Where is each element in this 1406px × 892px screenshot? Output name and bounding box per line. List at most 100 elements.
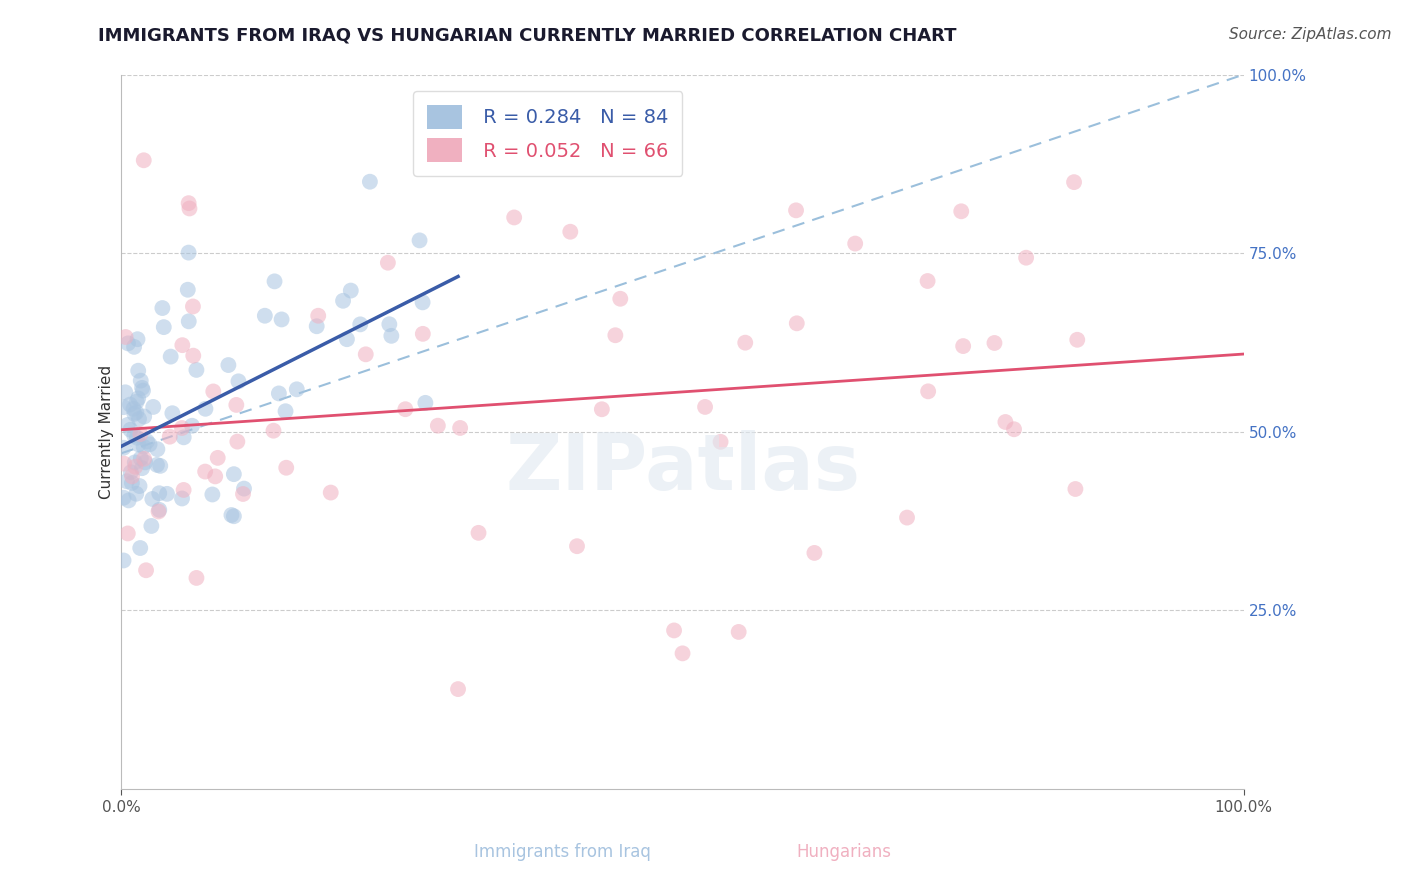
Point	[270, 312, 292, 326]
Point	[201, 487, 224, 501]
Point	[177, 245, 200, 260]
Point	[560, 225, 582, 239]
Point	[1064, 482, 1087, 496]
Point	[162, 406, 184, 420]
Point	[149, 458, 172, 473]
Point	[129, 374, 152, 388]
Point	[148, 503, 170, 517]
Y-axis label: Currently Married: Currently Married	[100, 365, 114, 499]
Point	[141, 491, 163, 506]
Point	[134, 409, 156, 424]
Point	[122, 401, 145, 416]
Point	[228, 375, 250, 389]
Point	[125, 431, 148, 445]
Point	[222, 467, 245, 482]
Point	[170, 491, 193, 506]
Point	[377, 256, 399, 270]
Point	[177, 314, 200, 328]
Point	[146, 458, 169, 472]
Point	[408, 233, 430, 247]
Point	[226, 434, 249, 449]
Point	[565, 539, 588, 553]
Point	[332, 293, 354, 308]
Point	[156, 487, 179, 501]
Point	[128, 412, 150, 426]
Point	[221, 508, 243, 522]
Point	[378, 318, 401, 332]
Point	[127, 332, 149, 346]
Point	[129, 541, 152, 555]
Point	[131, 461, 153, 475]
Point	[124, 455, 146, 469]
Point	[128, 437, 150, 451]
Point	[225, 398, 247, 412]
Point	[146, 442, 169, 457]
Point	[186, 363, 208, 377]
Point	[118, 493, 141, 508]
Point	[131, 381, 153, 395]
Point	[274, 404, 297, 418]
Point	[117, 417, 139, 432]
Point	[120, 423, 142, 437]
Point	[263, 274, 285, 288]
Point	[734, 335, 756, 350]
Point	[207, 450, 229, 465]
Point	[202, 384, 225, 399]
Point	[127, 364, 149, 378]
Point	[786, 316, 808, 330]
Point	[117, 526, 139, 541]
Point	[349, 318, 371, 332]
Point	[394, 402, 416, 417]
Point	[1066, 333, 1088, 347]
Point	[124, 459, 146, 474]
Point	[142, 400, 165, 414]
Point	[412, 326, 434, 341]
Point	[173, 430, 195, 444]
Point	[803, 546, 825, 560]
Point	[307, 309, 329, 323]
Point	[159, 430, 181, 444]
Point	[222, 509, 245, 524]
Point	[172, 338, 194, 352]
Point	[449, 421, 471, 435]
Point	[605, 328, 627, 343]
Point	[896, 510, 918, 524]
Point	[194, 401, 217, 416]
Point	[467, 525, 489, 540]
Point	[120, 465, 142, 479]
Point	[129, 451, 152, 466]
Point	[148, 504, 170, 518]
Point	[132, 440, 155, 454]
Point	[186, 571, 208, 585]
Point	[917, 384, 939, 399]
Point	[232, 487, 254, 501]
Point	[150, 301, 173, 315]
Point	[129, 427, 152, 442]
Point	[121, 469, 143, 483]
Point	[173, 483, 195, 497]
Point	[844, 236, 866, 251]
Point	[662, 624, 685, 638]
Point	[336, 332, 359, 346]
Point	[179, 202, 201, 216]
Point	[354, 347, 377, 361]
Point	[121, 475, 143, 490]
Point	[952, 339, 974, 353]
Point	[125, 487, 148, 501]
Point	[177, 283, 200, 297]
Text: Source: ZipAtlas.com: Source: ZipAtlas.com	[1229, 27, 1392, 42]
Text: ZIPatlas: ZIPatlas	[505, 430, 860, 506]
Point	[319, 485, 342, 500]
Point	[114, 330, 136, 344]
Point	[276, 460, 298, 475]
Point	[380, 328, 402, 343]
Point	[117, 336, 139, 351]
Point	[112, 441, 135, 455]
Point	[727, 624, 749, 639]
Point	[785, 203, 807, 218]
Point	[359, 175, 381, 189]
Point	[305, 319, 328, 334]
Text: IMMIGRANTS FROM IRAQ VS HUNGARIAN CURRENTLY MARRIED CORRELATION CHART: IMMIGRANTS FROM IRAQ VS HUNGARIAN CURREN…	[98, 27, 957, 45]
Point	[591, 402, 613, 417]
Point	[285, 382, 308, 396]
